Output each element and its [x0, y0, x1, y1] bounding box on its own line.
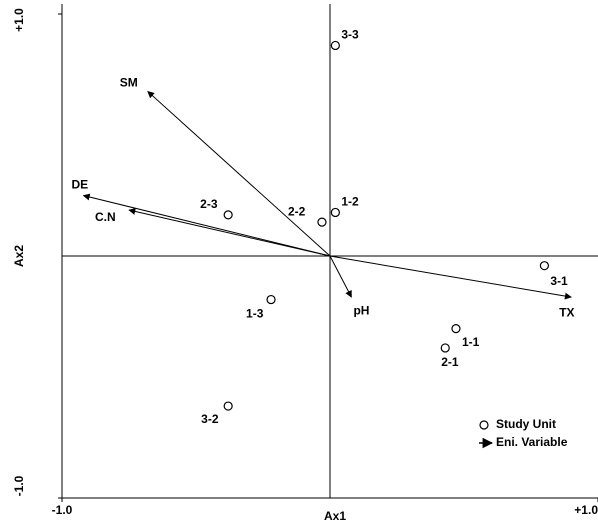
point-label: 2-1: [441, 355, 459, 369]
vector-arrow: [147, 90, 331, 257]
legend-label: Study Unit: [496, 417, 556, 431]
point-label: 2-2: [288, 204, 306, 218]
vector-arrow: [128, 208, 331, 257]
study-unit-point: [317, 217, 327, 227]
vector-arrow: [329, 255, 572, 300]
vector-arrow: [329, 255, 352, 298]
point-label: 3-1: [550, 274, 568, 288]
study-unit-point: [440, 343, 450, 353]
point-label: 1-2: [341, 195, 359, 209]
point-label: 3-2: [201, 412, 219, 426]
vector-label: pH: [353, 303, 369, 317]
study-unit-point: [223, 401, 233, 411]
point-label: 1-3: [246, 307, 264, 321]
vector-arrow: [82, 193, 331, 257]
vector-label: SM: [120, 76, 138, 90]
y-axis-label: Ax2: [12, 245, 26, 267]
y-tick-label: +1.0: [12, 8, 26, 32]
vector-label: TX: [559, 305, 574, 319]
x-tick-label: -1.0: [52, 503, 73, 517]
study-unit-point: [539, 261, 550, 271]
study-unit-point: [223, 210, 233, 220]
legend-point-symbol: [479, 420, 489, 430]
vector-label: DE: [71, 178, 88, 192]
x-tick-label: +1.0: [574, 503, 598, 517]
vector-label: C.N: [95, 210, 116, 224]
y-tick-label: -1.0: [12, 475, 26, 496]
x-axis-label: Ax1: [324, 509, 346, 522]
study-unit-point: [330, 40, 340, 51]
study-unit-point: [266, 294, 276, 305]
point-label: 2-3: [200, 197, 218, 211]
study-unit-point: [330, 207, 340, 218]
point-label: 3-3: [341, 28, 359, 42]
study-unit-point: [451, 324, 461, 334]
point-label: 1-1: [462, 335, 480, 349]
legend-label: Eni. Variable: [496, 435, 568, 449]
